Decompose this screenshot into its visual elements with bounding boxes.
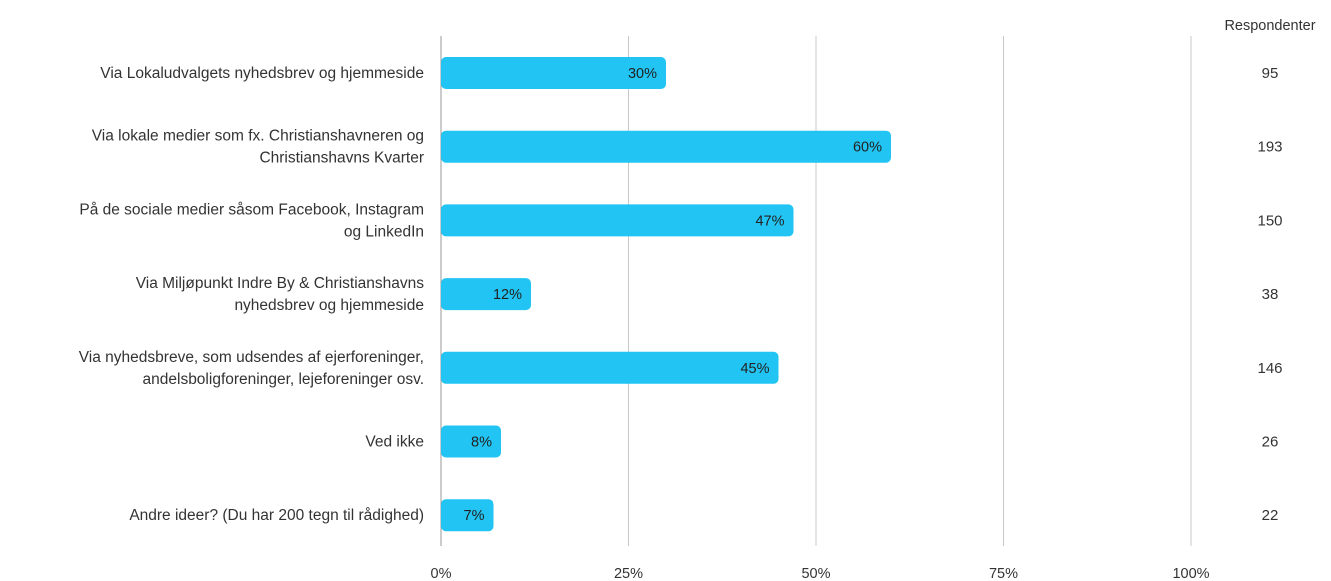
respondent-counts: Respondenter 95 193 150 38 146 26 22 [1224,18,1315,524]
bar-value-label: 12% [493,287,522,303]
x-tick-label: 75% [989,566,1018,581]
respondent-count: 95 [1262,65,1279,82]
respondent-count: 150 [1257,212,1282,229]
x-axis-ticks: 0% 25% 50% 75% 100% [431,566,1210,581]
bar [441,278,531,311]
category-label: På de sociale medier såsom Facebook, Ins… [79,201,424,240]
category-labels: Via Lokaludvalgets nyhedsbrev og hjemmes… [79,65,424,524]
bar-value-label: 30% [628,66,657,82]
x-tick-label: 100% [1172,566,1209,581]
x-tick-label: 25% [614,566,643,581]
respondent-count: 26 [1262,434,1279,451]
x-tick-label: 50% [801,566,830,581]
bar-value-label: 8% [471,435,492,451]
bar [441,130,891,163]
category-label: Via Lokaludvalgets nyhedsbrev og hjemmes… [100,65,424,82]
bar-value-label: 47% [755,213,784,229]
grid-lines [440,36,1192,546]
respondents-header: Respondenter [1224,18,1315,34]
bar [441,204,794,237]
respondent-count: 38 [1262,286,1279,303]
bar-value-label: 7% [464,508,485,524]
category-label: Via lokale medier som fx. Christianshavn… [92,128,424,167]
category-label: Via Miljøpunkt Indre By & Christianshavn… [136,275,425,314]
bar [441,351,779,384]
bars: 30% 60% 47% 12% 45% 8% 7% [441,57,891,532]
category-label: Via nyhedsbreve, som udsendes af ejerfor… [79,349,424,388]
category-label: Andre ideer? (Du har 200 tegn til rådigh… [129,507,424,524]
bar [441,425,501,458]
bar-value-label: 45% [740,361,769,377]
bar [441,499,494,532]
respondent-count: 193 [1257,139,1282,156]
x-tick-label: 0% [431,566,452,581]
respondent-count: 146 [1257,360,1282,377]
category-label: Ved ikke [365,434,424,451]
respondent-count: 22 [1262,507,1279,524]
bar-value-label: 60% [853,140,882,156]
bar [441,57,666,89]
